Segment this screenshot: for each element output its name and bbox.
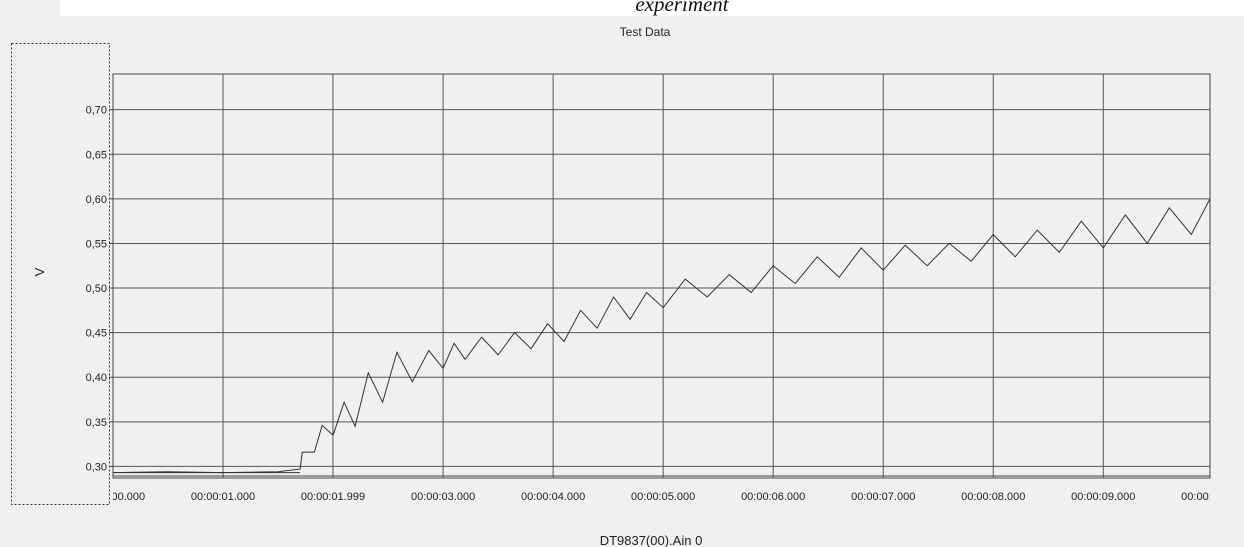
y-tick-label: 0,40 [86, 372, 107, 384]
y-tick-label: 0,60 [86, 194, 107, 206]
x-tick-label: 00:00:03.000 [411, 491, 475, 503]
x-tick-label: 00:00:01.000 [191, 491, 255, 503]
x-tick-label: 00:00:05.000 [631, 491, 695, 503]
plot-area [112, 73, 1211, 479]
y-axis-label: V [32, 267, 47, 276]
y-tick-label: 0,65 [86, 149, 107, 161]
grid [113, 74, 1210, 478]
y-axis: 0,30 0,35 0,40 0,45 0,50 0,55 0,60 0,65 0,70 [86, 105, 113, 473]
axis-selection-box[interactable] [11, 43, 110, 505]
y-tick-label: 0,35 [86, 417, 107, 429]
series-line [112, 198, 1211, 474]
y-tick-label: 0,70 [86, 105, 107, 117]
x-tick-label: 00:00:10.000 [1181, 491, 1244, 503]
x-tick-label: 00:00:01.999 [301, 491, 365, 503]
x-tick-label: 00:00:00.000 [81, 491, 145, 503]
x-tick-label: 00:00:08.000 [961, 491, 1025, 503]
x-tick-label: 00:00:04.000 [521, 491, 585, 503]
y-tick-label: 0,30 [86, 461, 107, 473]
x-axis: 00:00:00.000 00:00:01.000 00:00:01.999 00:0… [81, 491, 1244, 503]
chart-title: Test Data [620, 25, 671, 39]
figure-caption: experiment [60, 0, 1244, 16]
x-tick-label: 00:00:07.000 [851, 491, 915, 503]
x-tick-label: 00:00:09.000 [1071, 491, 1135, 503]
y-tick-label: 0,50 [86, 283, 107, 295]
x-axis-label: DT9837(00).Ain 0 [600, 533, 703, 547]
y-tick-label: 0,55 [86, 238, 107, 250]
y-tick-label: 0,45 [86, 328, 107, 340]
x-tick-label: 00:00:06.000 [741, 491, 805, 503]
